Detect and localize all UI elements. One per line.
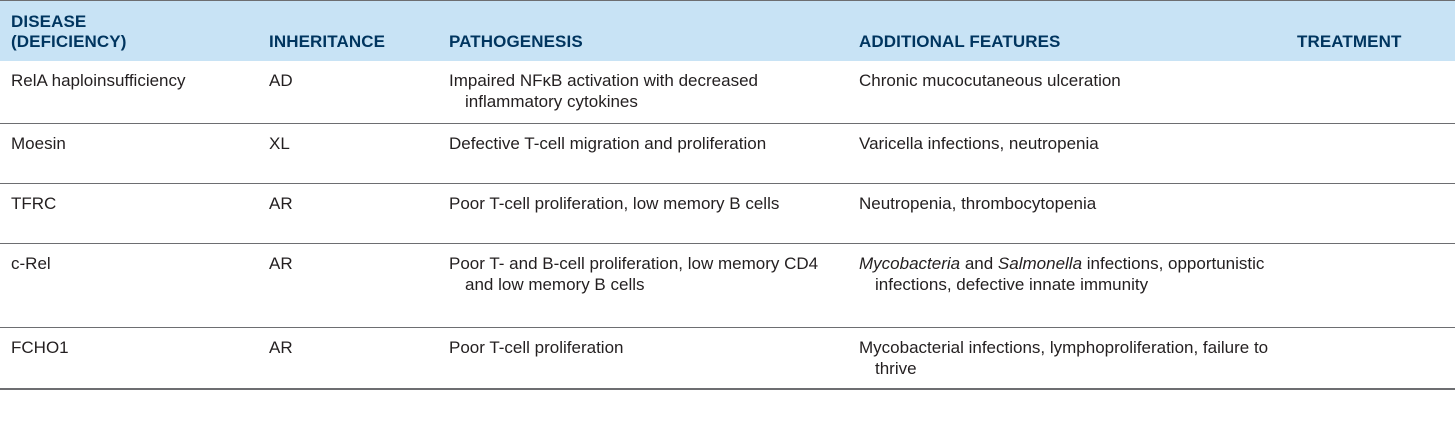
italic-organism-mycobacteria: Mycobacteria bbox=[859, 253, 961, 273]
cell-inheritance-text: AD bbox=[269, 71, 293, 90]
cell-inheritance: AR bbox=[257, 327, 437, 390]
disease-table: DISEASE (DEFICIENCY) INHERITANCE PATHOGEN… bbox=[0, 1, 1455, 390]
cell-inheritance-text: AR bbox=[269, 253, 293, 273]
header-disease-line2: (DEFICIENCY) bbox=[11, 32, 127, 51]
cell-disease: TFRC bbox=[0, 183, 257, 244]
cell-disease: c-Rel bbox=[0, 243, 257, 328]
cell-additional-features: Mycobacterial infections, lymphoprolifer… bbox=[847, 327, 1285, 390]
cell-inheritance: AR bbox=[257, 243, 437, 328]
features-remainder: infections, opportunistic infections, de… bbox=[875, 253, 1265, 294]
cell-disease-text: RelA haploinsufficiency bbox=[11, 71, 186, 90]
cell-additional-features: Chronic mucocutaneous ulceration bbox=[847, 61, 1285, 124]
cell-pathogenesis: Poor T- and B-cell proliferation, low me… bbox=[437, 243, 847, 328]
cell-treatment bbox=[1285, 123, 1455, 184]
cell-disease-text: TFRC bbox=[11, 193, 57, 213]
features-connector: and bbox=[960, 253, 998, 273]
header-pathogenesis: PATHOGENESIS bbox=[449, 32, 583, 51]
cell-additional-features: Neutropenia, thrombocytopenia bbox=[847, 183, 1285, 244]
cell-features-text: Neutropenia, thrombocytopenia bbox=[859, 193, 1097, 213]
cell-inheritance: AD bbox=[257, 61, 437, 124]
cell-disease-text: Moesin bbox=[11, 133, 66, 153]
cell-features-text: Chronic mucocutaneous ulceration bbox=[859, 71, 1121, 90]
header-additional-features: ADDITIONAL FEATURES bbox=[859, 32, 1061, 51]
cell-treatment bbox=[1285, 327, 1455, 390]
cell-pathogenesis: Poor T-cell proliferation bbox=[437, 327, 847, 390]
cell-disease-text: FCHO1 bbox=[11, 337, 69, 357]
cell-additional-features: Varicella infections, neutropenia bbox=[847, 123, 1285, 184]
cell-inheritance-text: AR bbox=[269, 337, 293, 357]
top-rule-tick bbox=[257, 0, 258, 6]
cell-treatment bbox=[1285, 243, 1455, 328]
table-row: FCHO1 AR Poor T-cell proliferation Mycob… bbox=[0, 327, 1455, 390]
cell-treatment bbox=[1285, 61, 1455, 124]
cell-pathogenesis-text: Poor T-cell proliferation bbox=[449, 337, 624, 357]
cell-disease: FCHO1 bbox=[0, 327, 257, 390]
cell-features-text: Mycobacteria and Salmonella infections, … bbox=[859, 253, 1279, 295]
cell-features-text: Mycobacterial infections, lymphoprolifer… bbox=[859, 337, 1269, 378]
header-disease-line1: DISEASE bbox=[11, 12, 87, 31]
table-row: RelA haploinsufficiency AD Impaired NFκB… bbox=[0, 61, 1455, 124]
header-treatment: TREATMENT bbox=[1297, 32, 1402, 51]
cell-pathogenesis: Defective T-cell migration and prolifera… bbox=[437, 123, 847, 184]
header-row: DISEASE (DEFICIENCY) INHERITANCE PATHOGEN… bbox=[0, 1, 1455, 61]
header-inheritance: INHERITANCE bbox=[269, 32, 386, 51]
table-row: c-Rel AR Poor T- and B-cell proliferatio… bbox=[0, 243, 1455, 328]
cell-treatment bbox=[1285, 183, 1455, 244]
cell-pathogenesis: Impaired NFκB activation with decreased … bbox=[437, 61, 847, 124]
cell-pathogenesis-text: Poor T-cell proliferation, low memory B … bbox=[449, 193, 780, 213]
table-body: RelA haploinsufficiency AD Impaired NFκB… bbox=[0, 61, 1455, 390]
table-row: TFRC AR Poor T-cell proliferation, low m… bbox=[0, 183, 1455, 244]
cell-pathogenesis-text: Defective T-cell migration and prolifera… bbox=[449, 133, 767, 153]
cell-disease-text: c-Rel bbox=[11, 253, 51, 273]
cell-inheritance-text: XL bbox=[269, 133, 290, 153]
cell-pathogenesis-text: Impaired NFκB activation with decreased … bbox=[449, 71, 758, 111]
cell-inheritance: XL bbox=[257, 123, 437, 184]
table-row: Moesin XL Defective T-cell migration and… bbox=[0, 123, 1455, 184]
cell-pathogenesis: Poor T-cell proliferation, low memory B … bbox=[437, 183, 847, 244]
cell-additional-features: Mycobacteria and Salmonella infections, … bbox=[847, 243, 1285, 328]
top-rule bbox=[0, 0, 1455, 1]
cell-inheritance: AR bbox=[257, 183, 437, 244]
cell-pathogenesis-text: Poor T- and B-cell proliferation, low me… bbox=[449, 253, 819, 294]
italic-organism-salmonella: Salmonella bbox=[997, 253, 1083, 273]
cell-features-text: Varicella infections, neutropenia bbox=[859, 133, 1099, 153]
cell-disease: RelA haploinsufficiency bbox=[0, 61, 257, 124]
cell-disease: Moesin bbox=[0, 123, 257, 184]
header-disease: DISEASE (DEFICIENCY) bbox=[0, 1, 257, 61]
table-header: DISEASE (DEFICIENCY) INHERITANCE PATHOGEN… bbox=[0, 1, 1455, 61]
cell-inheritance-text: AR bbox=[269, 193, 293, 213]
